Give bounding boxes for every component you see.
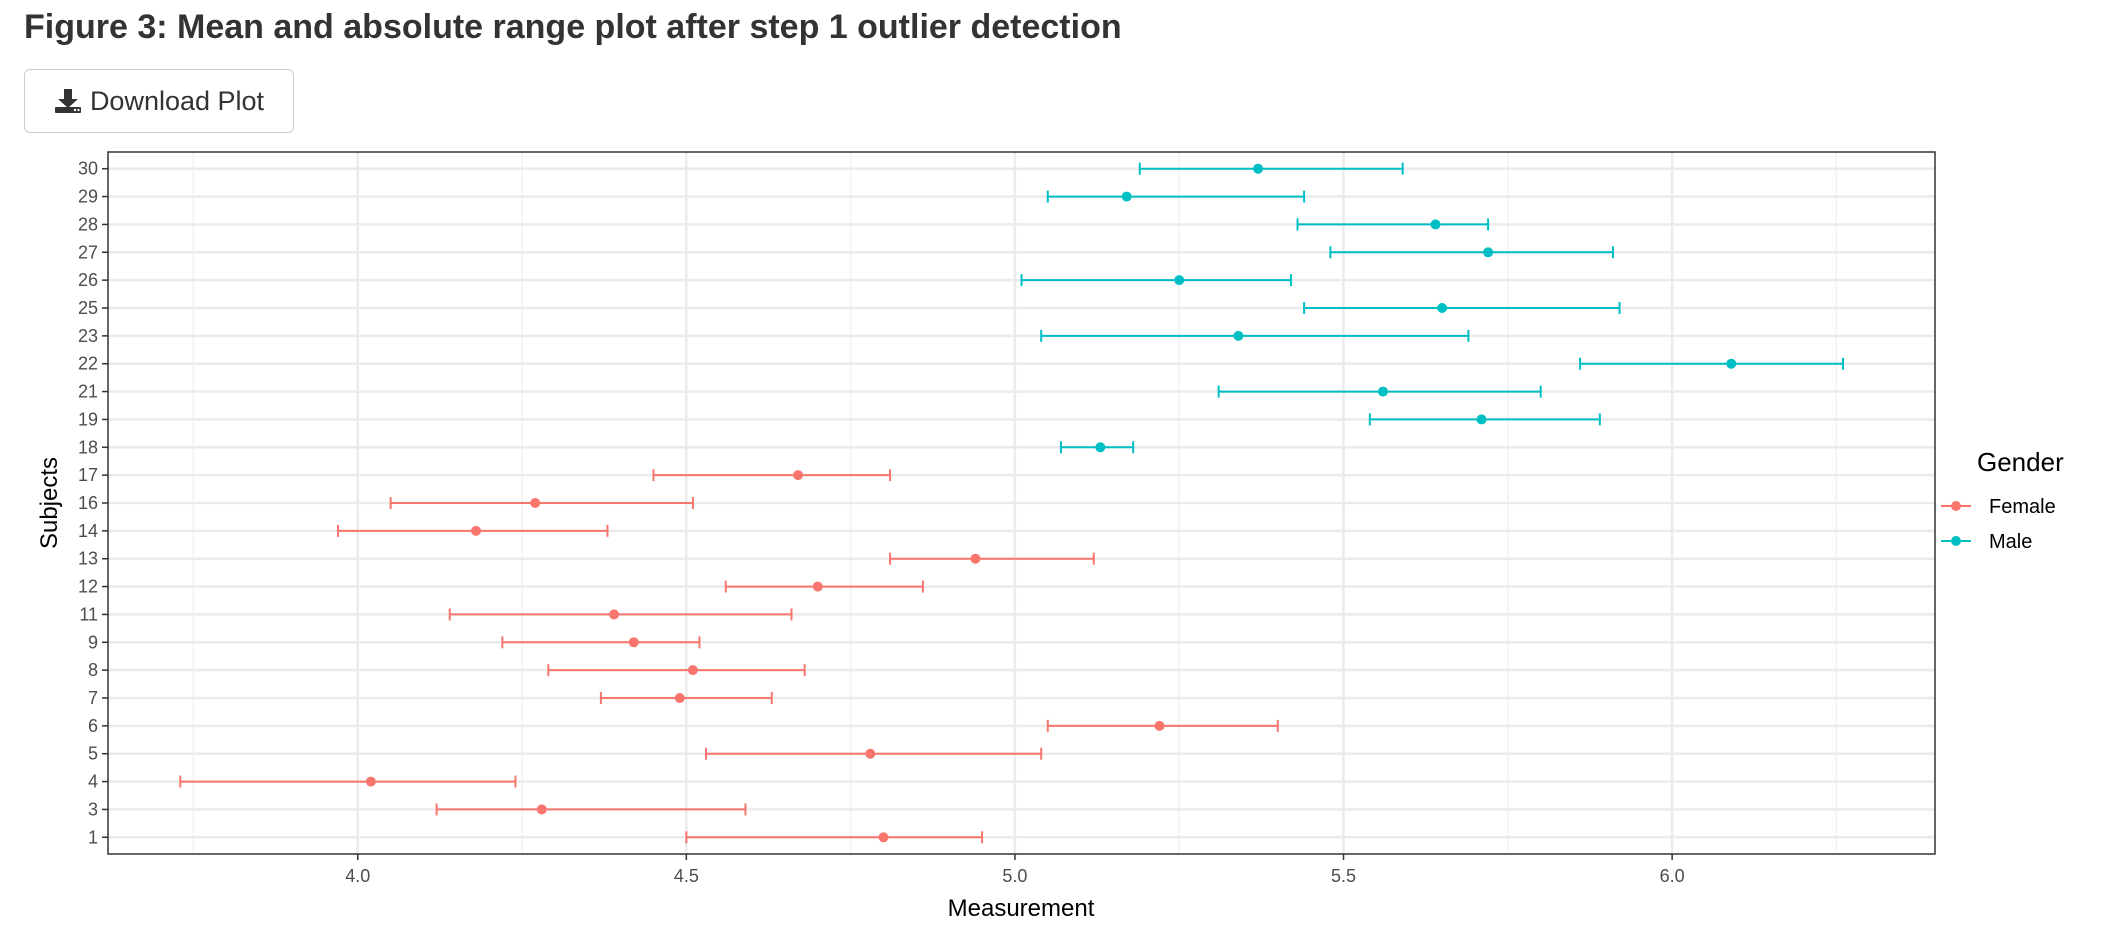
legend: Gender Female Male (1941, 447, 2064, 553)
errorbar-subject-27 (1329, 246, 1614, 259)
mean-point (1095, 442, 1106, 453)
x-tick-label: 4.5 (674, 866, 699, 886)
mean-point (530, 498, 541, 508)
mean-point (1154, 720, 1165, 731)
y-tick-label: 17 (78, 465, 98, 485)
legend-label: Female (1989, 496, 2056, 518)
legend-label: Male (1989, 531, 2032, 553)
errorbar-subject-19 (1368, 413, 1601, 426)
y-tick-label: 1 (88, 827, 98, 847)
page-title: Figure 3: Mean and absolute range plot a… (24, 8, 1122, 46)
errorbar-subject-22 (1579, 357, 1844, 370)
errorbar-subject-5 (705, 747, 1043, 760)
errorbar-subject-7 (599, 692, 773, 704)
y-tick-label: 7 (88, 688, 98, 708)
y-tick-label: 4 (88, 772, 98, 792)
mean-point (1121, 191, 1132, 202)
errorbar-subject-14 (337, 524, 609, 537)
y-tick-label: 11 (79, 604, 98, 624)
errorbar-subject-13 (889, 552, 1095, 565)
mean-point (687, 665, 698, 676)
y-tick-label: 9 (88, 632, 98, 652)
y-tick-label: 18 (78, 437, 98, 457)
mean-point (1483, 247, 1494, 258)
y-tick-label: 19 (78, 409, 98, 429)
legend-key-point (1951, 501, 1961, 511)
errorbar-subject-25 (1303, 302, 1621, 314)
errorbar-subject-28 (1296, 218, 1490, 231)
errorbar-subject-18 (1059, 441, 1135, 454)
mean-point (878, 832, 889, 843)
mean-point (1726, 358, 1737, 369)
y-tick-label: 5 (88, 744, 98, 764)
mean-point (536, 804, 547, 815)
y-tick-label: 23 (78, 326, 98, 346)
legend-key-point (1951, 536, 1961, 546)
mean-range-chart: 1345678911121314161718192122232526272829… (36, 151, 2064, 922)
mean-point (609, 609, 620, 620)
download-plot-label: Download Plot (89, 85, 265, 116)
y-axis-title: Subjects (36, 457, 63, 549)
mean-point (1377, 386, 1388, 397)
y-tick-label: 28 (78, 214, 98, 234)
mean-point (1430, 219, 1441, 230)
mean-point (1174, 275, 1185, 286)
errorbar-subject-23 (1040, 329, 1470, 342)
legend-entry-female: Female (1941, 496, 2056, 518)
y-tick-label: 27 (78, 242, 98, 262)
download-icon (54, 89, 81, 113)
x-axis-title: Measurement (948, 895, 1095, 922)
y-tick-label: 22 (78, 354, 98, 374)
y-tick-label: 16 (78, 493, 98, 513)
y-tick-label: 30 (78, 159, 98, 179)
mean-point (1253, 163, 1264, 174)
y-tick-label: 3 (88, 799, 98, 819)
y-tick-label: 6 (88, 716, 98, 736)
errorbar-subject-3 (435, 803, 747, 816)
mean-point (793, 470, 804, 481)
x-tick-label: 4.0 (345, 866, 370, 886)
y-tick-label: 8 (88, 660, 98, 680)
mean-point (865, 748, 876, 759)
y-tick-label: 25 (78, 298, 98, 318)
errorbar-subject-11 (448, 608, 793, 621)
errorbar-subject-8 (547, 664, 806, 677)
errorbar-subject-30 (1138, 162, 1404, 175)
mean-point (1476, 414, 1487, 425)
y-tick-label: 13 (78, 549, 98, 569)
mean-point (628, 637, 639, 648)
legend-entry-male: Male (1941, 531, 2032, 553)
y-tick-label: 14 (78, 521, 98, 541)
data-marks (179, 162, 1844, 844)
legend-title: Gender (1977, 447, 2064, 477)
errorbar-subject-4 (179, 775, 517, 788)
y-tick-label: 29 (78, 187, 98, 207)
grid (108, 152, 1935, 854)
mean-point (812, 581, 823, 592)
x-tick-label: 5.5 (1331, 866, 1356, 886)
errorbar-subject-21 (1217, 385, 1542, 398)
errorbar-subject-1 (685, 831, 984, 844)
errorbar-subject-12 (724, 580, 924, 593)
mean-point (471, 525, 482, 536)
mean-point (1233, 330, 1244, 341)
download-plot-button[interactable]: Download Plot (24, 69, 294, 133)
y-tick-label: 26 (78, 270, 98, 290)
axes: 1345678911121314161718192122232526272829… (78, 159, 1685, 886)
errorbar-subject-16 (389, 497, 694, 509)
y-tick-label: 12 (78, 577, 98, 597)
errorbar-subject-6 (1046, 719, 1279, 732)
mean-point (365, 776, 376, 787)
y-tick-label: 21 (78, 382, 98, 402)
errorbar-subject-17 (652, 469, 892, 482)
mean-point (674, 693, 685, 703)
mean-point (1437, 303, 1448, 313)
errorbar-subject-9 (501, 636, 701, 649)
mean-point (970, 553, 981, 564)
x-tick-label: 5.0 (1002, 866, 1027, 886)
x-tick-label: 6.0 (1660, 866, 1685, 886)
errorbar-subject-29 (1046, 190, 1306, 203)
errorbar-subject-26 (1020, 274, 1292, 287)
